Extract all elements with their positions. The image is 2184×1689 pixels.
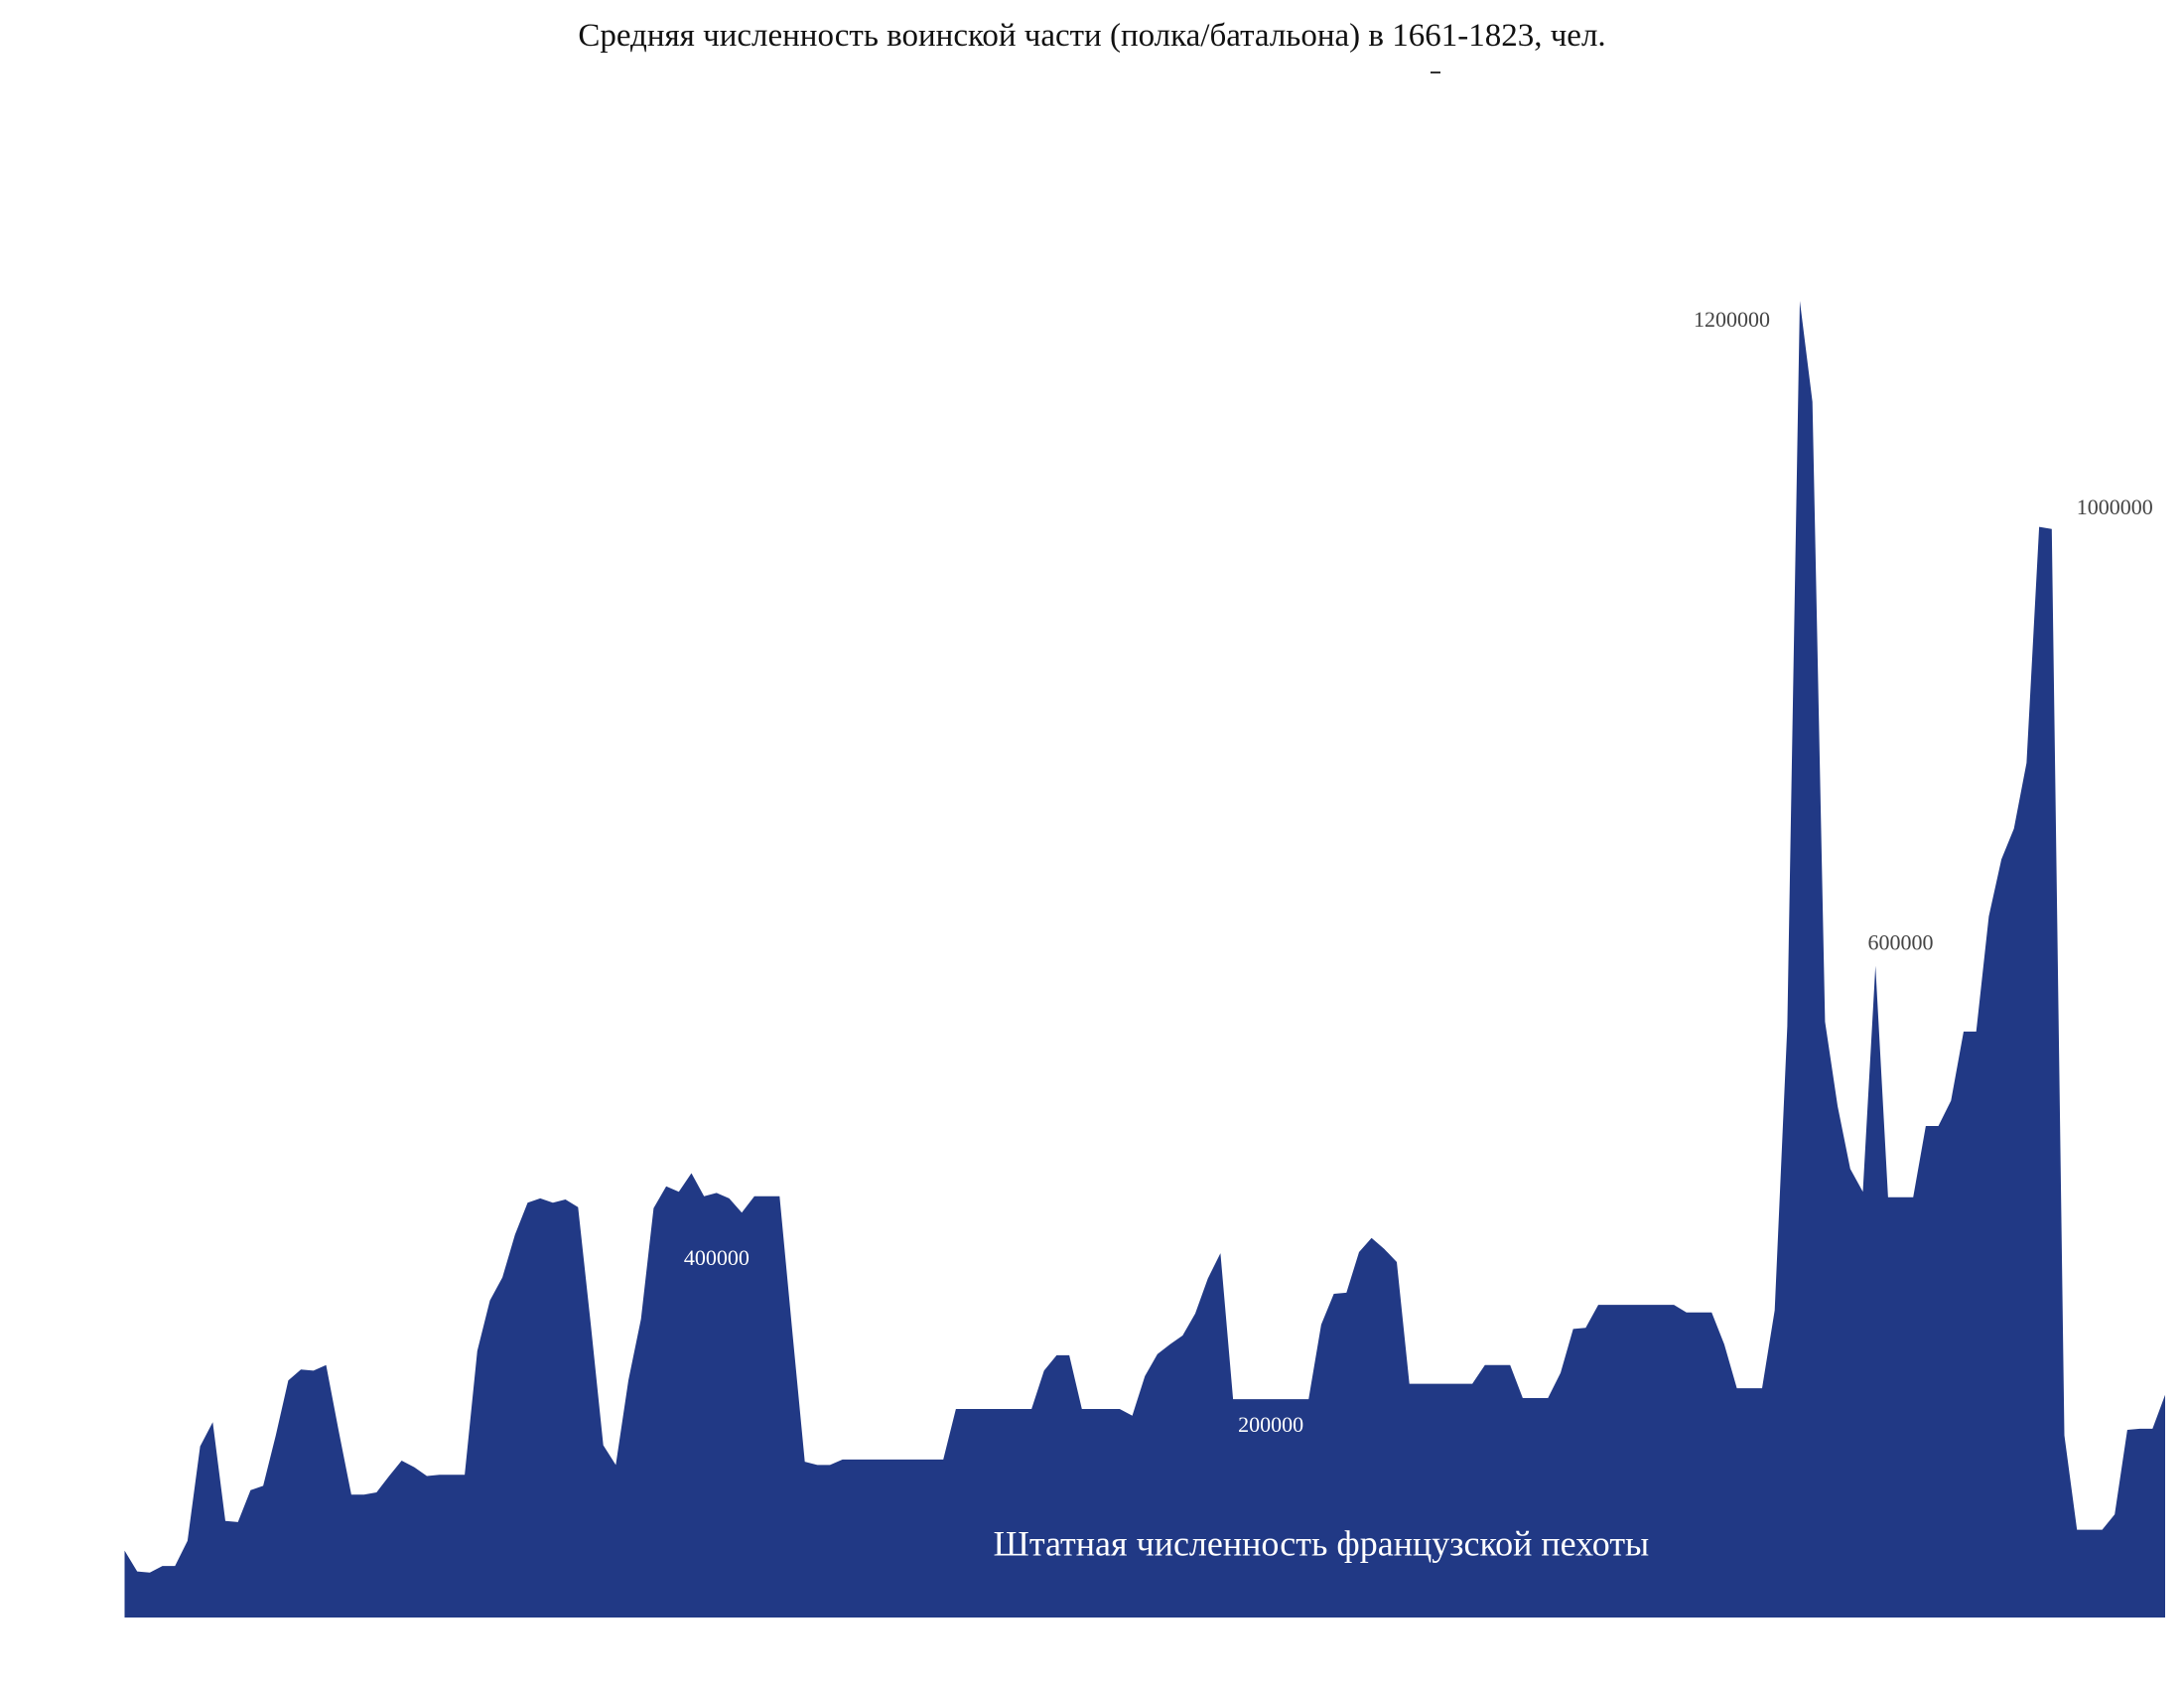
title-dash-mark	[1431, 71, 1440, 73]
value-annotation: 200000	[1238, 1412, 1303, 1437]
value-annotation: 1000000	[2077, 494, 2153, 519]
value-annotation: 400000	[684, 1245, 750, 1270]
value-annotation: 1200000	[1694, 307, 1770, 332]
area-series	[124, 301, 2165, 1618]
chart-title: Средняя численность воинской части (полк…	[578, 18, 1606, 54]
value-annotation: 600000	[1868, 930, 1934, 955]
series-label: Штатная численность французской пехоты	[994, 1524, 1650, 1564]
